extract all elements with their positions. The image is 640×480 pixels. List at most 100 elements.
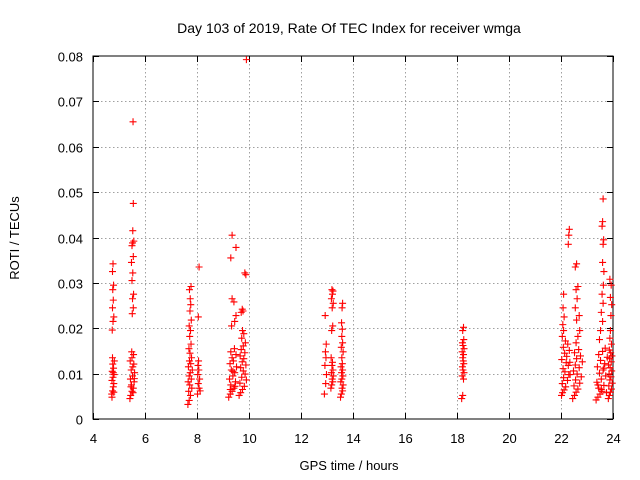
data-point [320, 390, 328, 398]
data-point [238, 373, 246, 381]
data-point [600, 236, 608, 244]
data-point [129, 118, 137, 126]
data-point [321, 361, 329, 369]
data-point [129, 389, 137, 397]
data-point [129, 253, 137, 261]
x-tick-label: 10 [242, 431, 256, 446]
data-point [328, 381, 336, 389]
data-point [565, 346, 573, 354]
data-point [187, 316, 195, 324]
data-point [185, 396, 193, 404]
y-tick-label: 0.05 [58, 186, 83, 201]
data-point [595, 351, 603, 359]
data-point [600, 364, 608, 372]
data-point [129, 227, 137, 235]
data-point [321, 348, 329, 356]
data-point [339, 339, 347, 347]
data-point [595, 336, 603, 344]
data-point [109, 304, 116, 312]
data-point [578, 358, 586, 366]
y-tick-label: 0.03 [58, 277, 83, 292]
data-point [566, 358, 574, 366]
data-point [232, 312, 240, 320]
x-tick-label: 6 [142, 431, 149, 446]
data-point [338, 354, 346, 362]
data-point [109, 268, 116, 276]
data-point [186, 332, 194, 340]
data-point [229, 367, 237, 375]
data-point [226, 375, 233, 383]
data-point [328, 375, 336, 383]
data-point [572, 286, 580, 294]
data-point [338, 375, 346, 383]
data-point [573, 370, 581, 378]
data-point [231, 382, 239, 390]
data-point [238, 334, 246, 342]
data-point [601, 344, 609, 352]
data-point [329, 287, 337, 295]
data-point [240, 330, 248, 338]
data-point [607, 312, 615, 320]
data-point [227, 366, 235, 374]
data-point [188, 366, 196, 374]
x-tick-label: 18 [450, 431, 464, 446]
x-tick-label: 14 [346, 431, 360, 446]
y-tick-label: 0.01 [58, 368, 83, 383]
x-tick-label: 22 [554, 431, 568, 446]
data-point [328, 327, 336, 335]
data-point [238, 305, 246, 313]
data-point [228, 231, 236, 239]
data-point [607, 281, 615, 289]
data-point [130, 290, 138, 298]
data-point [575, 364, 583, 372]
data-point [239, 327, 246, 335]
data-point [574, 385, 582, 393]
data-point [561, 349, 569, 357]
data-point [576, 327, 584, 335]
data-point [184, 400, 192, 408]
data-point [230, 345, 238, 353]
data-point [227, 254, 235, 262]
data-point [322, 380, 330, 388]
data-point [110, 380, 118, 388]
data-point [329, 299, 337, 307]
x-tick-label: 4 [90, 431, 97, 446]
data-point [128, 354, 136, 362]
data-point [226, 386, 234, 394]
data-point [460, 375, 467, 383]
data-point [242, 56, 250, 64]
data-point [573, 355, 581, 363]
data-point [559, 304, 567, 312]
data-point [595, 369, 603, 377]
data-points [108, 56, 616, 408]
data-point [238, 358, 246, 366]
data-point [127, 383, 135, 391]
data-point [187, 391, 194, 399]
data-point [458, 372, 466, 380]
data-point [561, 337, 569, 345]
data-point [322, 340, 330, 348]
data-point [566, 371, 574, 379]
data-point [194, 371, 202, 379]
data-point [599, 195, 607, 203]
data-point [231, 317, 239, 325]
data-point [185, 387, 193, 395]
data-point [128, 348, 136, 356]
data-point [185, 322, 193, 330]
data-point [337, 343, 345, 351]
data-point [241, 339, 249, 347]
data-point [339, 366, 347, 374]
data-point [599, 258, 607, 266]
data-point [571, 304, 579, 312]
data-point [559, 321, 567, 329]
data-point [127, 258, 135, 266]
data-point [130, 375, 138, 383]
data-point [127, 366, 135, 374]
data-point [339, 348, 347, 356]
data-point [328, 358, 336, 366]
data-point [110, 357, 118, 365]
data-point [571, 391, 579, 399]
data-point [237, 346, 245, 354]
data-point [599, 299, 607, 307]
data-point [560, 290, 568, 298]
